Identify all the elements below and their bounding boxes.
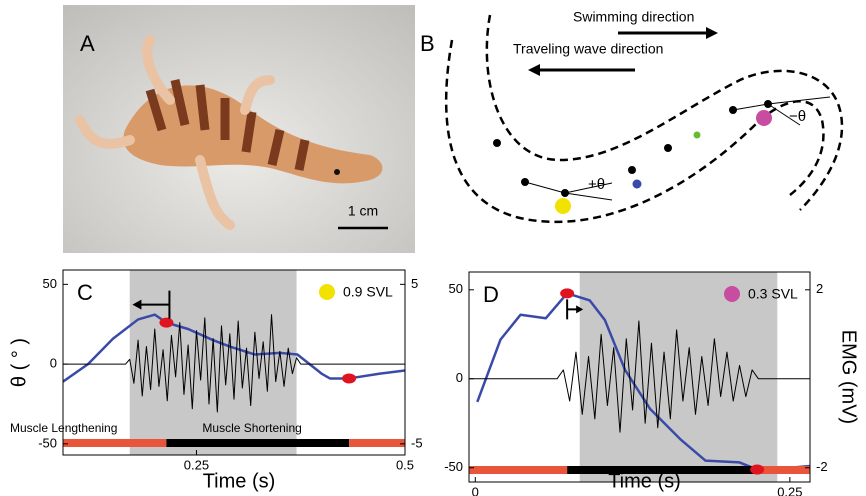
y2-tick-label: 5 — [411, 276, 418, 291]
arrow-head — [528, 64, 540, 76]
phase-bar — [349, 439, 405, 447]
phase-bar — [757, 466, 810, 474]
y-tick-label: 50 — [43, 276, 57, 291]
y2-tick-label: 2 — [816, 281, 823, 296]
legend-swatch — [319, 284, 335, 300]
legend-label: 0.3 SVL — [748, 286, 798, 302]
panel-label: C — [77, 280, 93, 305]
marker — [342, 373, 356, 383]
x-tick-label: 0 — [472, 484, 479, 496]
y2-tick-label: -2 — [816, 459, 828, 474]
x-tick-label: 0.5 — [396, 457, 414, 472]
shade-region — [580, 272, 778, 482]
spine-markers — [494, 97, 831, 214]
legend-label: 0.9 SVL — [343, 284, 393, 300]
panel-label: A — [80, 31, 95, 56]
panel-label: B — [420, 31, 435, 56]
y-tick-label: -50 — [444, 459, 463, 474]
arrow-head — [706, 27, 718, 39]
y2-tick-label: -5 — [411, 435, 423, 450]
x-axis-title: Time (s) — [203, 470, 276, 492]
y2-axis-title: EMG (mV) — [838, 330, 860, 424]
figure: A 1 cm B Swimming direction Traveling wa… — [0, 0, 866, 496]
phase-label: Muscle Lengthening — [10, 421, 117, 435]
x-axis-title: Time (s) — [608, 470, 681, 492]
plot-area — [469, 272, 810, 482]
phase-bar — [63, 439, 166, 447]
legend-swatch — [724, 286, 740, 302]
phase-label: Muscle Shortening — [202, 421, 301, 435]
marker — [560, 288, 574, 298]
diagram-label: Swimming direction — [573, 9, 694, 25]
phase-bar — [469, 466, 567, 474]
y-tick-label: 50 — [449, 281, 463, 296]
phase-bar — [166, 439, 349, 447]
angle-label: −θ — [789, 108, 806, 125]
angle-label: +θ — [588, 176, 605, 193]
scale-label: 1 cm — [348, 203, 378, 219]
y-tick-label: -50 — [38, 435, 57, 450]
y-tick-label: 0 — [50, 356, 57, 371]
panel-label: D — [483, 282, 499, 307]
diagram-label: Traveling wave direction — [513, 41, 663, 57]
y-axis-title: θ ( ° ) — [8, 338, 30, 387]
y-tick-label: 0 — [456, 370, 463, 385]
x-tick-label: 0.25 — [777, 484, 802, 496]
marker — [750, 465, 764, 475]
marker — [159, 318, 173, 328]
